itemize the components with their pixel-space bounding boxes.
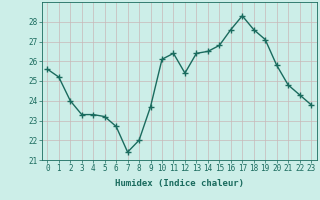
X-axis label: Humidex (Indice chaleur): Humidex (Indice chaleur) [115,179,244,188]
